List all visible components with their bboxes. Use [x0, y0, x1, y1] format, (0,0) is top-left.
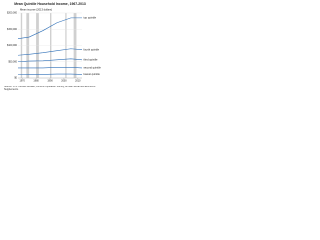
y-tick-label: $100,000: [7, 44, 18, 47]
x-tick-label: 1970: [20, 80, 26, 83]
y-tick-label: $0: [14, 77, 17, 80]
x-tick-label: 1990: [47, 80, 53, 83]
series-label: third quintile: [84, 57, 99, 61]
series-label: top quintile: [84, 16, 97, 20]
y-tick-label: $150,000: [7, 28, 18, 31]
series-line: [17, 73, 83, 76]
x-tick-label: 2010: [75, 80, 81, 83]
page: Mean Quintile Household Income, 1967-201…: [4, 1, 102, 91]
series-line: [18, 66, 83, 69]
chart-title: Mean Quintile Household Income, 1967-201…: [14, 2, 86, 6]
series-line: [17, 58, 83, 63]
note-box: Source: U.S. Census Bureau, Current Popu…: [4, 86, 96, 91]
y-tick-label: $200,000: [7, 12, 18, 15]
series-label: lowest quintile: [84, 72, 101, 76]
series-line: [17, 48, 83, 56]
y-tick-label: $50,000: [8, 60, 17, 63]
series-label: fourth quintile: [84, 47, 100, 51]
chart: Mean Quintile Household Income, 1967-201…: [4, 2, 102, 91]
series-label: second quintile: [84, 66, 102, 70]
x-tick-label: 1980: [33, 80, 39, 83]
note: Source: U.S. Census Bureau, Current Popu…: [4, 86, 96, 91]
chart-subtitle: Mean income (2013 dollars): [20, 8, 52, 12]
series-line: [17, 17, 82, 39]
x-tick-label: 2000: [61, 80, 67, 83]
